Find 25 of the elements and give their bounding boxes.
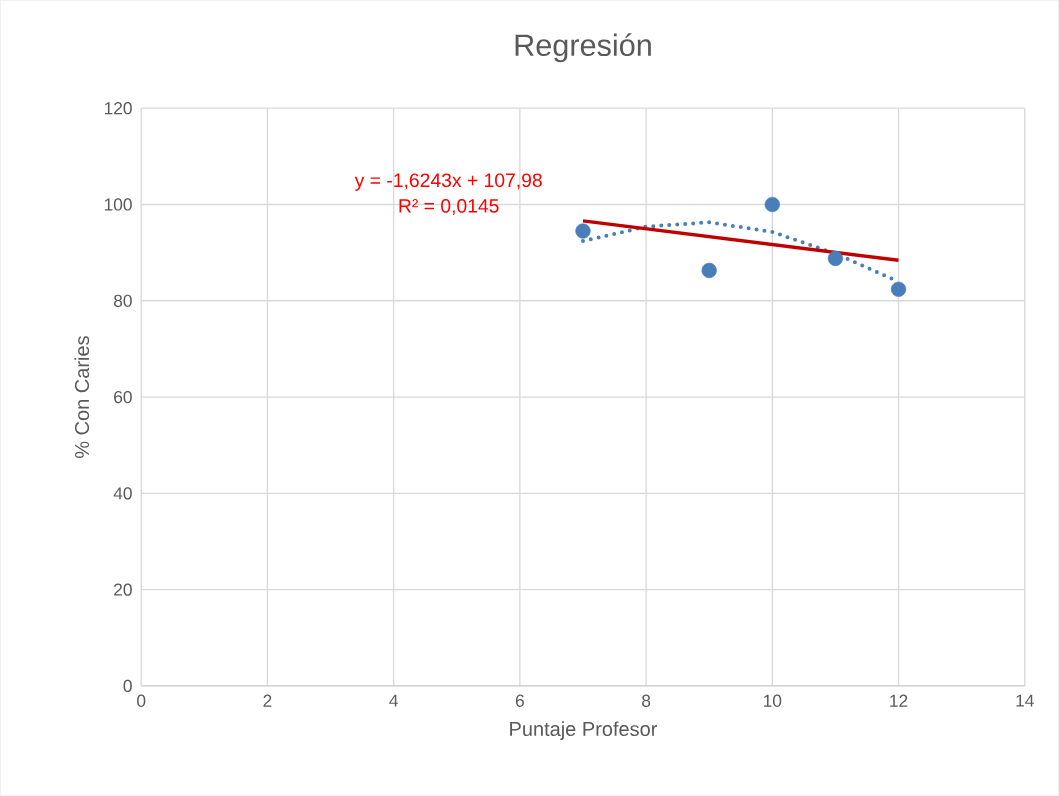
annotation: y = -1,6243x + 107,98 xyxy=(354,173,542,191)
y-tick-label: 0 xyxy=(123,679,132,692)
point xyxy=(764,196,780,213)
y-tick-label: 120 xyxy=(104,102,132,115)
point xyxy=(575,223,591,239)
x-tick-label: 10 xyxy=(763,694,782,707)
y-axis-title: % Con Caries xyxy=(74,336,90,458)
x-tick-label: 8 xyxy=(642,694,651,707)
point xyxy=(827,250,844,266)
x-tick-label: 6 xyxy=(515,694,524,707)
y-tick-label: 100 xyxy=(104,198,132,211)
y-tick-label: 80 xyxy=(113,294,132,307)
x-tick-label: 0 xyxy=(137,694,146,707)
annotation: R² = 0,0145 xyxy=(399,198,499,215)
x-tick-label: 12 xyxy=(890,694,908,707)
x-tick-label: 2 xyxy=(263,694,272,707)
y-tick-label: 40 xyxy=(113,487,132,500)
point xyxy=(701,262,717,278)
x-tick-label: 14 xyxy=(1016,694,1034,707)
x-axis-title: Puntaje Profesor xyxy=(510,721,658,740)
y-tick-label: 20 xyxy=(114,583,132,596)
chart-title: Regresión xyxy=(515,33,651,63)
point xyxy=(890,281,907,297)
y-tick-label: 60 xyxy=(114,390,132,404)
x-tick-label: 4 xyxy=(389,694,398,707)
